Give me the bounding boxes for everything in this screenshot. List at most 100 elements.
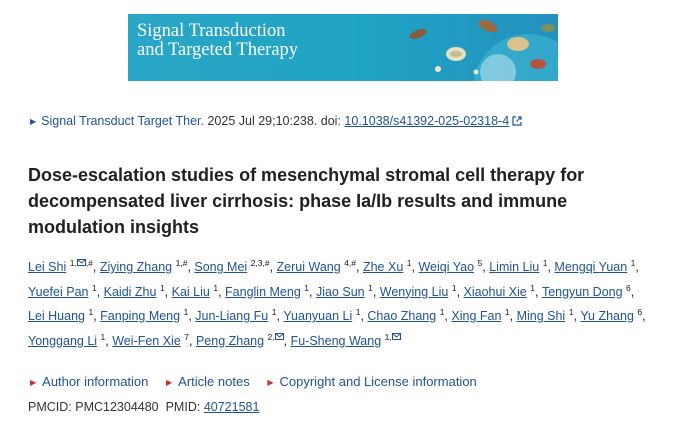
author-affiliation-sup[interactable]: 1	[271, 307, 277, 317]
author-affiliation-sup[interactable]: 1	[451, 282, 457, 293]
triangle-right-icon: ▶	[166, 378, 173, 387]
citation-details: 2025 Jul 29;10:238. doi:	[207, 114, 341, 128]
author-item: Wei-Fen Xie 7,	[112, 331, 196, 348]
author-affiliation-sup[interactable]: 6	[626, 282, 631, 293]
author-affiliation-sup[interactable]: 1	[183, 307, 189, 317]
author-name-link[interactable]: Fanglin Meng	[225, 284, 301, 299]
author-name-link[interactable]: Yonggang Li	[28, 333, 98, 348]
author-affiliation-sup[interactable]: 1	[91, 282, 97, 293]
author-name-link[interactable]: Fanping Meng	[100, 309, 181, 323]
author-affiliation-sup[interactable]: 1	[504, 307, 510, 317]
citation-line: ▶ Signal Transduct Target Ther. 2025 Jul …	[30, 114, 522, 128]
author-affiliation-sup[interactable]: 1	[368, 282, 373, 293]
author-item: Yu Zhang 6,	[580, 307, 645, 323]
author-affiliation-sup[interactable]: 1	[439, 307, 445, 317]
author-name-link[interactable]: Ming Shi	[516, 309, 566, 323]
author-separator: ,	[534, 284, 542, 299]
author-affiliation-sup[interactable]: 1	[530, 282, 535, 293]
author-name-link[interactable]: Xing Fan	[451, 309, 502, 323]
citation-arrow-icon: ▶	[30, 117, 37, 126]
author-affiliation-sup[interactable]: 2,3,#	[250, 258, 270, 268]
author-separator: ,	[283, 333, 291, 348]
author-affiliation-sup[interactable]: 5	[477, 258, 483, 268]
author-affiliation-sup[interactable]: 1	[159, 282, 165, 293]
author-name-link[interactable]: Zhe Xu	[362, 260, 404, 274]
author-name-link[interactable]: Limin Liu	[489, 260, 540, 274]
author-name-link[interactable]: Zerui Wang	[276, 260, 341, 274]
author-separator: ,	[96, 284, 104, 299]
author-item: Ming Shi 1,	[516, 307, 581, 323]
author-item: Zhe Xu 1,	[362, 258, 418, 274]
author-name-link[interactable]: Chao Zhang	[367, 309, 437, 323]
author-name-link[interactable]: Kai Liu	[171, 284, 210, 299]
pmcid-value: PMC12304480	[75, 400, 159, 414]
author-separator: ,	[92, 260, 100, 274]
pmid-label: PMID:	[165, 400, 201, 414]
author-separator: ,	[105, 333, 113, 348]
author-list: Lei Shi 1, ,#, Ziying Zhang 1,#, Song Mei…	[28, 255, 668, 353]
author-affiliation-sup[interactable]: 1	[100, 331, 106, 342]
author-item: Fu-Sheng Wang 1,	[290, 331, 401, 348]
copyright-license-label: Copyright and License information	[279, 374, 477, 389]
email-icon[interactable]	[274, 332, 284, 342]
author-name-link[interactable]: Lei Shi	[28, 260, 67, 274]
doi-link[interactable]: 10.1038/s41392-025-02318-4	[344, 114, 510, 128]
copyright-license-link[interactable]: ▶ Copyright and License information	[267, 374, 476, 389]
author-name-link[interactable]: Weiqi Yao	[418, 260, 475, 274]
author-name-link[interactable]: Jiao Sun	[315, 284, 365, 299]
author-affiliation-sup[interactable]: 1	[630, 258, 636, 268]
author-item: Tengyun Dong 6,	[541, 282, 634, 299]
author-affiliation-sup[interactable]: 1	[406, 258, 412, 268]
author-name-link[interactable]: Song Mei	[194, 260, 248, 274]
pmid-link[interactable]: 40721581	[203, 400, 260, 414]
author-name-link[interactable]: Ziying Zhang	[99, 260, 173, 274]
author-affiliation-sup[interactable]: 1,	[384, 331, 392, 342]
journal-banner[interactable]: Signal Transduction and Targeted Therapy	[128, 14, 558, 81]
author-affiliation-sup[interactable]: 1	[213, 282, 219, 293]
author-name-link[interactable]: Mengqi Yuan	[554, 260, 628, 274]
external-link-icon[interactable]	[512, 116, 522, 126]
author-separator: ,	[360, 309, 368, 323]
article-notes-link[interactable]: ▶ Article notes	[166, 374, 250, 389]
author-information-link[interactable]: ▶ Author information	[30, 374, 148, 389]
author-separator: ,	[573, 309, 581, 323]
author-separator: ,	[309, 284, 316, 299]
author-affiliation-sup[interactable]: 1	[304, 282, 309, 293]
author-affiliation-sup[interactable]: 1	[355, 307, 361, 317]
author-name-link[interactable]: Xiaohui Xie	[463, 284, 527, 299]
email-icon[interactable]	[76, 258, 86, 268]
author-separator: ,	[93, 309, 101, 323]
author-name-link[interactable]: Tengyun Dong	[541, 284, 623, 299]
email-icon[interactable]	[391, 332, 401, 342]
author-affiliation-sup[interactable]: 1	[542, 258, 548, 268]
author-item: Mengqi Yuan 1,	[554, 258, 638, 274]
author-name-link[interactable]: Yu Zhang	[580, 309, 634, 323]
author-item: Song Mei 2,3,#,	[194, 258, 276, 274]
author-name-link[interactable]: Fu-Sheng Wang	[290, 333, 382, 348]
author-name-link[interactable]: Lei Huang	[28, 309, 85, 323]
author-affiliation-sup[interactable]: 7	[184, 331, 189, 342]
author-affiliation-sup[interactable]: 1,	[69, 258, 77, 268]
author-name-link[interactable]: Wenying Liu	[379, 284, 449, 299]
author-affiliation-sup[interactable]: 6	[637, 307, 643, 317]
author-affiliation-sup[interactable]: 1,#	[175, 258, 188, 268]
author-item: Lei Huang 1,	[28, 307, 101, 323]
author-separator: ,	[276, 309, 284, 323]
author-name-link[interactable]: Kaidi Zhu	[103, 284, 157, 299]
author-affiliation-sup[interactable]: 4,#	[344, 258, 357, 268]
author-name-link[interactable]: Jun-Liang Fu	[195, 309, 269, 323]
author-name-link[interactable]: Yuefei Pan	[28, 284, 89, 299]
author-name-link[interactable]: Wei-Fen Xie	[112, 333, 181, 348]
author-name-link[interactable]: Yuanyuan Li	[283, 309, 353, 323]
journal-link[interactable]: Signal Transduct Target Ther.	[41, 114, 204, 128]
article-info-links: ▶ Author information ▶ Article notes ▶ Copy…	[30, 374, 491, 389]
author-separator: ,	[164, 284, 172, 299]
banner-line-1: Signal Transduction	[137, 21, 286, 41]
author-affiliation-sup[interactable]: 2,	[267, 331, 275, 342]
author-affiliation-sup[interactable]: 1	[88, 307, 94, 317]
author-affiliation-sup[interactable]: 1	[568, 307, 574, 317]
author-separator: ,	[187, 260, 195, 274]
author-item: Yonggang Li 1,	[28, 331, 113, 348]
author-name-link[interactable]: Peng Zhang	[195, 333, 265, 348]
journal-banner-title: Signal Transduction and Targeted Therapy	[137, 22, 298, 60]
